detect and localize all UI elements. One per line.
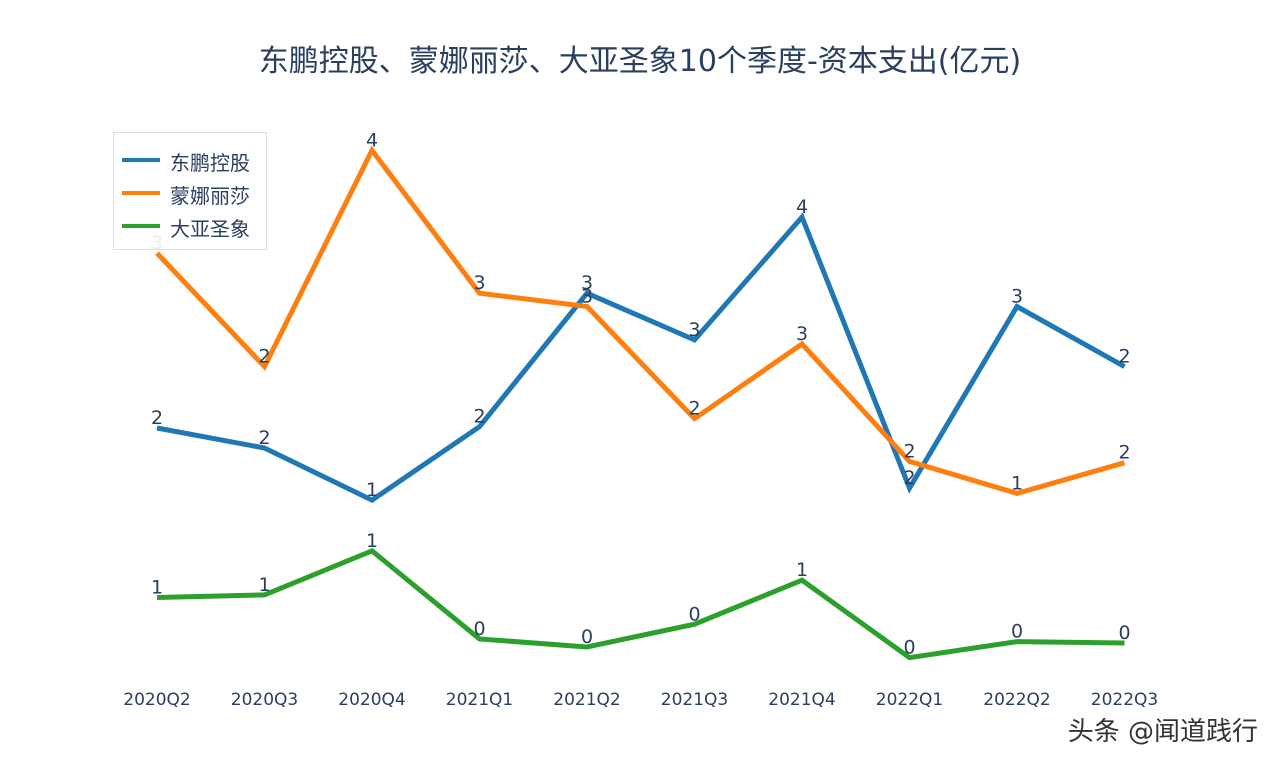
x-tick-label: 2021Q2 <box>553 690 620 710</box>
data-label: 3 <box>688 319 700 341</box>
data-label: 2 <box>473 406 485 428</box>
chart-title: 东鹏控股、蒙娜丽莎、大亚圣象10个季度-资本支出(亿元) <box>258 44 1022 79</box>
data-label: 2 <box>903 467 915 489</box>
data-labels: 221233423232433232121110001000 <box>151 129 1131 658</box>
x-tick-label: 2020Q2 <box>123 690 190 710</box>
data-label: 3 <box>581 272 593 294</box>
data-label: 2 <box>903 440 915 462</box>
data-label: 2 <box>151 407 163 429</box>
x-tick-label: 2021Q1 <box>446 690 513 710</box>
data-label: 1 <box>366 530 378 552</box>
data-label: 2 <box>258 346 270 368</box>
data-label: 4 <box>366 129 378 151</box>
x-tick-label: 2021Q4 <box>768 690 835 710</box>
data-label: 0 <box>1011 621 1023 643</box>
x-tick-label: 2022Q1 <box>876 690 943 710</box>
data-label: 1 <box>796 559 808 581</box>
legend-swatch-daya <box>122 224 160 228</box>
series-lines <box>155 145 1126 661</box>
data-label: 0 <box>581 626 593 648</box>
x-tick-label: 2021Q3 <box>661 690 728 710</box>
series-line-2 <box>156 547 1125 661</box>
data-label: 3 <box>473 272 485 294</box>
legend-label-monalisa: 蒙娜丽莎 <box>170 184 250 208</box>
data-label: 0 <box>688 603 700 625</box>
data-label: 0 <box>903 637 915 659</box>
data-label: 1 <box>366 479 378 501</box>
legend-label-dongpeng: 东鹏控股 <box>170 151 250 175</box>
data-label: 1 <box>1011 472 1023 494</box>
x-tick-label: 2022Q3 <box>1091 690 1158 710</box>
data-label: 3 <box>1011 286 1023 308</box>
data-label: 3 <box>581 286 593 308</box>
data-label: 0 <box>1118 622 1130 644</box>
data-label: 0 <box>473 618 485 640</box>
legend: 东鹏控股 蒙娜丽莎 大亚圣象 <box>113 132 267 250</box>
data-label: 4 <box>796 196 808 218</box>
legend-label-daya: 大亚圣象 <box>170 217 250 241</box>
x-tick-label: 2022Q2 <box>983 690 1050 710</box>
series-line-0 <box>156 212 1126 503</box>
data-label: 2 <box>688 398 700 420</box>
data-label: 2 <box>258 427 270 449</box>
data-label: 1 <box>258 574 270 596</box>
legend-swatch-dongpeng <box>122 158 160 162</box>
watermark: 头条 @闻道践行 <box>1067 717 1258 747</box>
legend-swatch-monalisa <box>122 191 160 195</box>
x-tick-label: 2020Q4 <box>338 690 405 710</box>
x-tick-label: 2020Q3 <box>231 690 298 710</box>
data-label: 1 <box>151 577 163 599</box>
data-label: 2 <box>1118 442 1130 464</box>
data-label: 2 <box>1118 346 1130 368</box>
data-label: 3 <box>796 323 808 345</box>
series-line-1 <box>155 145 1126 497</box>
x-axis-ticks: 2020Q2 2020Q3 2020Q4 2021Q1 2021Q2 2021Q3 2021… <box>123 690 1158 710</box>
